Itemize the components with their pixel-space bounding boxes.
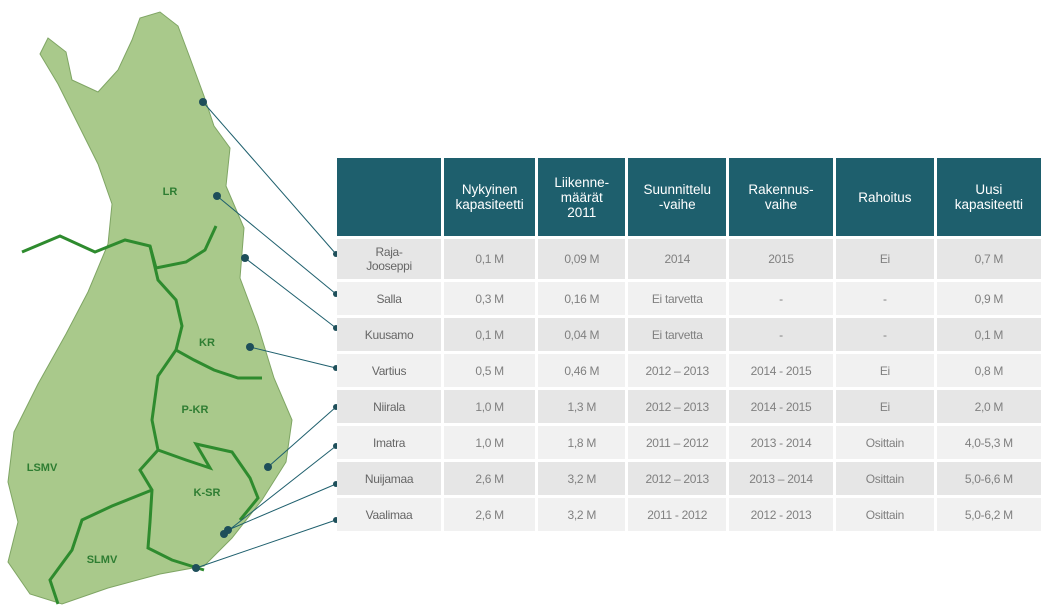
table-cell: 2011 – 2012 bbox=[628, 426, 726, 459]
crossing-name: Vartius bbox=[337, 354, 442, 387]
table-cell: 0,8 M bbox=[936, 354, 1041, 387]
table-cell: 2,6 M bbox=[444, 498, 536, 531]
table-cell: - bbox=[836, 282, 934, 315]
table-cell: 2014 - 2015 bbox=[728, 354, 834, 387]
table-cell: 0,1 M bbox=[444, 318, 536, 351]
country-outline bbox=[7, 11, 293, 605]
table-cell: 2012 – 2013 bbox=[628, 462, 726, 495]
table-cell: 2012 – 2013 bbox=[628, 354, 726, 387]
table-cell: Osittain bbox=[836, 426, 934, 459]
crossing-name: Imatra bbox=[337, 426, 442, 459]
table-row: Imatra 1,0 M 1,8 M 2011 – 2012 2013 - 2014 Os… bbox=[337, 426, 1041, 459]
table-cell: Osittain bbox=[836, 462, 934, 495]
crossing-name: Salla bbox=[337, 282, 442, 315]
table-row: Raja- Jooseppi 0,1 M 0,09 M 2014 2015 Ei 0,7 M bbox=[337, 239, 1041, 279]
table-cell: 2012 - 2013 bbox=[728, 498, 834, 531]
table-cell: - bbox=[728, 282, 834, 315]
table-cell: 1,3 M bbox=[538, 390, 626, 423]
region-label: P-KR bbox=[182, 404, 209, 416]
crossing-name: Raja- Jooseppi bbox=[337, 239, 442, 279]
table-cell: 3,2 M bbox=[538, 498, 626, 531]
table-cell: 0,7 M bbox=[936, 239, 1041, 279]
region-label: KR bbox=[199, 337, 215, 349]
table-cell: Ei tarvetta bbox=[628, 318, 726, 351]
table-cell: 2,6 M bbox=[444, 462, 536, 495]
region-label: SLMV bbox=[87, 554, 118, 566]
table-cell: 0,1 M bbox=[936, 318, 1041, 351]
table-cell: 5,0-6,6 M bbox=[936, 462, 1041, 495]
crossing-name: Niirala bbox=[337, 390, 442, 423]
table-cell: 2012 – 2013 bbox=[628, 390, 726, 423]
table-cell: 3,2 M bbox=[538, 462, 626, 495]
table-cell: Osittain bbox=[836, 498, 934, 531]
table-cell: 2,0 M bbox=[936, 390, 1041, 423]
table-cell: 2013 – 2014 bbox=[728, 462, 834, 495]
table-row: Nuijamaa 2,6 M 3,2 M 2012 – 2013 2013 – 2014… bbox=[337, 462, 1041, 495]
table-cell: 1,8 M bbox=[538, 426, 626, 459]
table-cell: 0,1 M bbox=[444, 239, 536, 279]
table-row: Vaalimaa 2,6 M 3,2 M 2011 - 2012 2012 - 2013… bbox=[337, 498, 1041, 531]
table-cell: 2015 bbox=[728, 239, 834, 279]
crossing-name: Vaalimaa bbox=[337, 498, 442, 531]
table-cell: 2011 - 2012 bbox=[628, 498, 726, 531]
header-cell: Liikenne- määrät 2011 bbox=[538, 158, 626, 236]
region-label: LSMV bbox=[27, 462, 58, 474]
table-cell: - bbox=[836, 318, 934, 351]
table-row: Vartius 0,5 M 0,46 M 2012 – 2013 2014 - 2015… bbox=[337, 354, 1041, 387]
table-cell: Ei bbox=[836, 390, 934, 423]
header-cell: Rakennus- vaihe bbox=[728, 158, 834, 236]
table-cell: Ei tarvetta bbox=[628, 282, 726, 315]
header-cell: Rahoitus bbox=[836, 158, 934, 236]
header-cell bbox=[337, 158, 442, 236]
table-cell: 0,09 M bbox=[538, 239, 626, 279]
table-row: Kuusamo 0,1 M 0,04 M Ei tarvetta - -0,1 M bbox=[337, 318, 1041, 351]
table-cell: 1,0 M bbox=[444, 390, 536, 423]
crossing-table: Nykyinen kapasiteetti Liikenne- määrät 20… bbox=[334, 155, 1044, 534]
crossing-name: Kuusamo bbox=[337, 318, 442, 351]
table-cell: 0,16 M bbox=[538, 282, 626, 315]
table-cell: 0,5 M bbox=[444, 354, 536, 387]
table-cell: 5,0-6,2 M bbox=[936, 498, 1041, 531]
table-cell: 2014 - 2015 bbox=[728, 390, 834, 423]
region-label: K-SR bbox=[194, 487, 221, 499]
table-cell: 2014 bbox=[628, 239, 726, 279]
table-row: Niirala 1,0 M 1,3 M 2012 – 2013 2014 - 2015 E… bbox=[337, 390, 1041, 423]
region-label: LR bbox=[163, 186, 178, 198]
table-cell: 2013 - 2014 bbox=[728, 426, 834, 459]
table-cell: 0,04 M bbox=[538, 318, 626, 351]
table-cell: 4,0-5,3 M bbox=[936, 426, 1041, 459]
table-cell: Ei bbox=[836, 239, 934, 279]
table-cell: 0,9 M bbox=[936, 282, 1041, 315]
header-cell: Uusi kapasiteetti bbox=[936, 158, 1041, 236]
table-cell: 0,46 M bbox=[538, 354, 626, 387]
connectors bbox=[195, 101, 337, 569]
table-cell: 1,0 M bbox=[444, 426, 536, 459]
header-row: Nykyinen kapasiteetti Liikenne- määrät 20… bbox=[337, 158, 1041, 236]
table-cell: 0,3 M bbox=[444, 282, 536, 315]
header-cell: Suunnittelu -vaihe bbox=[628, 158, 726, 236]
table-cell: Ei bbox=[836, 354, 934, 387]
header-cell: Nykyinen kapasiteetti bbox=[444, 158, 536, 236]
crossing-name: Nuijamaa bbox=[337, 462, 442, 495]
region-borders bbox=[21, 225, 262, 605]
table-row: Salla 0,3 M 0,16 M Ei tarvetta - -0,9 M bbox=[337, 282, 1041, 315]
table-cell: - bbox=[728, 318, 834, 351]
